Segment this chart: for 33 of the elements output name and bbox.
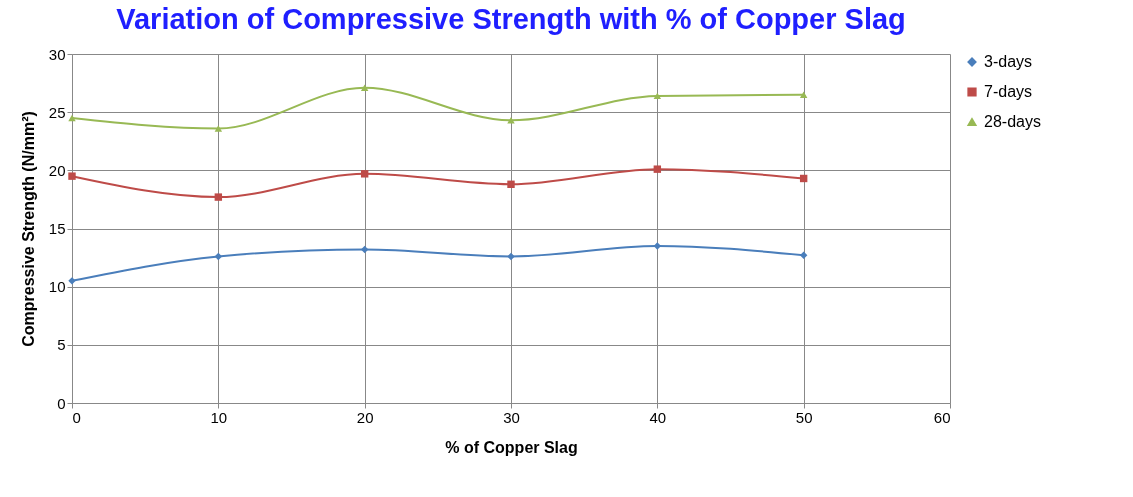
point <box>360 170 369 178</box>
chart-title: Variation of Compressive Strength with % of Copper Slag <box>116 3 906 35</box>
point <box>653 92 662 100</box>
point <box>799 91 808 98</box>
point <box>799 251 808 259</box>
point <box>360 245 369 254</box>
point <box>360 84 369 91</box>
point <box>507 252 515 261</box>
y-axis-title: Compressive Strength (N/mm²) <box>19 111 37 347</box>
point <box>507 117 515 124</box>
point <box>653 165 662 173</box>
legend-label: 3-days <box>984 53 1033 70</box>
x-axis-title: % of Copper Slag <box>445 438 578 456</box>
y-tick-label: 10 <box>48 278 66 296</box>
legend-label: 7-days <box>984 83 1033 100</box>
x-tick-label: 10 <box>210 408 228 426</box>
point <box>214 125 223 132</box>
point <box>507 180 515 188</box>
y-tick-label: 20 <box>48 161 66 179</box>
point <box>214 252 223 261</box>
x-tick-label: 30 <box>503 408 520 426</box>
x-tick-label: 40 <box>649 408 667 426</box>
x-tick-label: 50 <box>795 408 813 426</box>
y-tick-label: 5 <box>57 336 66 354</box>
x-tick-label: 0 <box>72 408 81 426</box>
legend-label: 28-days <box>984 113 1041 130</box>
x-tick-label: 60 <box>933 408 951 426</box>
x-tick-label: 20 <box>356 408 374 426</box>
point <box>214 193 223 201</box>
y-tick-label: 25 <box>48 103 66 121</box>
y-tick-label: 0 <box>57 394 66 412</box>
y-tick-label: 15 <box>48 220 66 237</box>
y-tick-label: 30 <box>48 45 66 63</box>
